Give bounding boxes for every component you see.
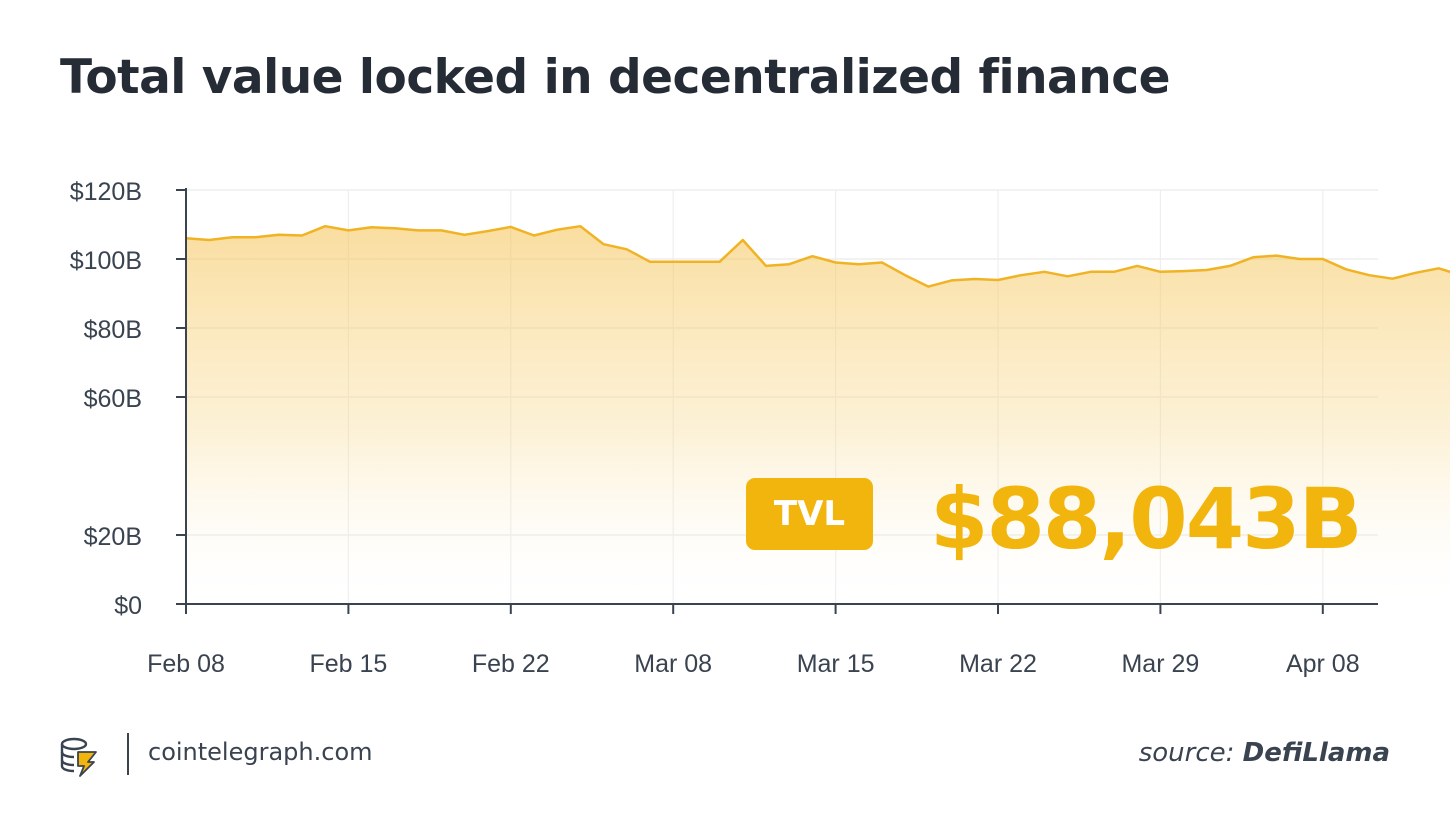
tvl-badge: TVL [746, 478, 873, 550]
x-tick-label: Feb 22 [472, 650, 550, 678]
chart-title: Total value locked in decentralized fina… [60, 50, 1170, 105]
y-tick-label: $60B [84, 385, 142, 413]
y-axis-ticks: $0 $20B $60B $80B $100B $120B [70, 178, 142, 620]
y-tick-label: $120B [70, 178, 142, 206]
x-tick-label: Mar 29 [1121, 650, 1199, 678]
source-prefix: source: [1138, 738, 1235, 768]
tvl-area [186, 226, 1450, 604]
footer-source: source: DefiLlama [1139, 738, 1390, 768]
x-tick-label: Feb 08 [147, 650, 225, 678]
x-tick-label: Mar 08 [634, 650, 712, 678]
x-tick-label: Mar 22 [959, 650, 1037, 678]
footer-site[interactable]: cointelegraph.com [148, 738, 373, 766]
y-tick-label: $0 [114, 592, 142, 620]
x-tick-label: Apr 08 [1286, 650, 1360, 678]
footer-divider [127, 733, 129, 775]
tvl-line [185, 224, 1450, 288]
cointelegraph-logo-icon [60, 737, 97, 777]
x-tick-label: Mar 15 [797, 650, 875, 678]
x-tick-label: Feb 15 [309, 650, 387, 678]
y-tick-label: $80B [84, 316, 142, 344]
x-axis-ticks: Feb 08 Feb 15 Feb 22 Mar 08 Mar 15 Mar 22 Mar … [147, 650, 1360, 678]
tvl-highlight-value: $88,043B [930, 470, 1363, 568]
source-name: DefiLlama [1242, 738, 1390, 768]
y-tick-label: $20B [84, 523, 142, 551]
y-tick-label: $100B [70, 247, 142, 275]
axes [176, 188, 1378, 614]
